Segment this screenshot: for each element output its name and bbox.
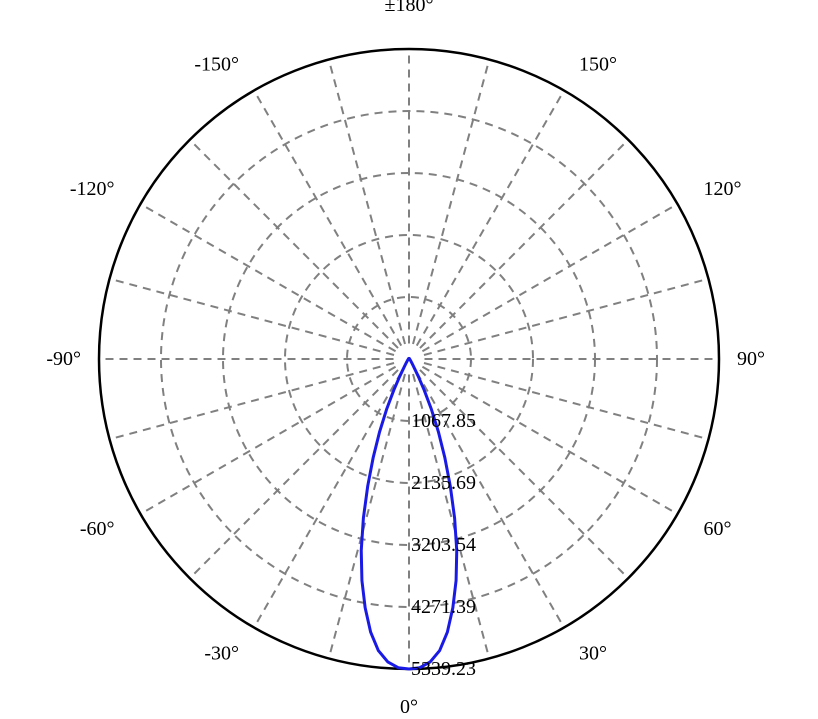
radial-tick-label: 3203.54 bbox=[411, 534, 476, 556]
angle-tick-label: -120° bbox=[70, 178, 115, 200]
angle-tick-label: 90° bbox=[737, 348, 765, 370]
angle-tick-label: 30° bbox=[579, 642, 607, 664]
angle-tick-label: 120° bbox=[703, 178, 741, 200]
polar-chart: ±180° 150° 120° 90° 60° 30° 0° -30° -60° -90° -120… bbox=[0, 0, 818, 719]
angle-tick-label: 60° bbox=[703, 518, 731, 540]
radial-tick-label: 4271.39 bbox=[411, 596, 476, 618]
angle-tick-label: -60° bbox=[80, 518, 115, 540]
polar-chart-svg: ±180° 150° 120° 90° 60° 30° 0° -30° -60° -90° -120… bbox=[0, 0, 818, 719]
radial-tick-label: 2135.69 bbox=[411, 472, 476, 494]
angle-tick-label: 150° bbox=[579, 54, 617, 76]
angle-tick-label: -150° bbox=[194, 54, 239, 76]
angle-tick-label: ±180° bbox=[385, 0, 434, 16]
angle-tick-label: -90° bbox=[46, 348, 81, 370]
angle-tick-label: -30° bbox=[204, 642, 239, 664]
angle-tick-label: 0° bbox=[400, 696, 418, 718]
radial-tick-label: 1067.85 bbox=[411, 410, 476, 432]
radial-tick-label: 5339.23 bbox=[411, 658, 476, 680]
